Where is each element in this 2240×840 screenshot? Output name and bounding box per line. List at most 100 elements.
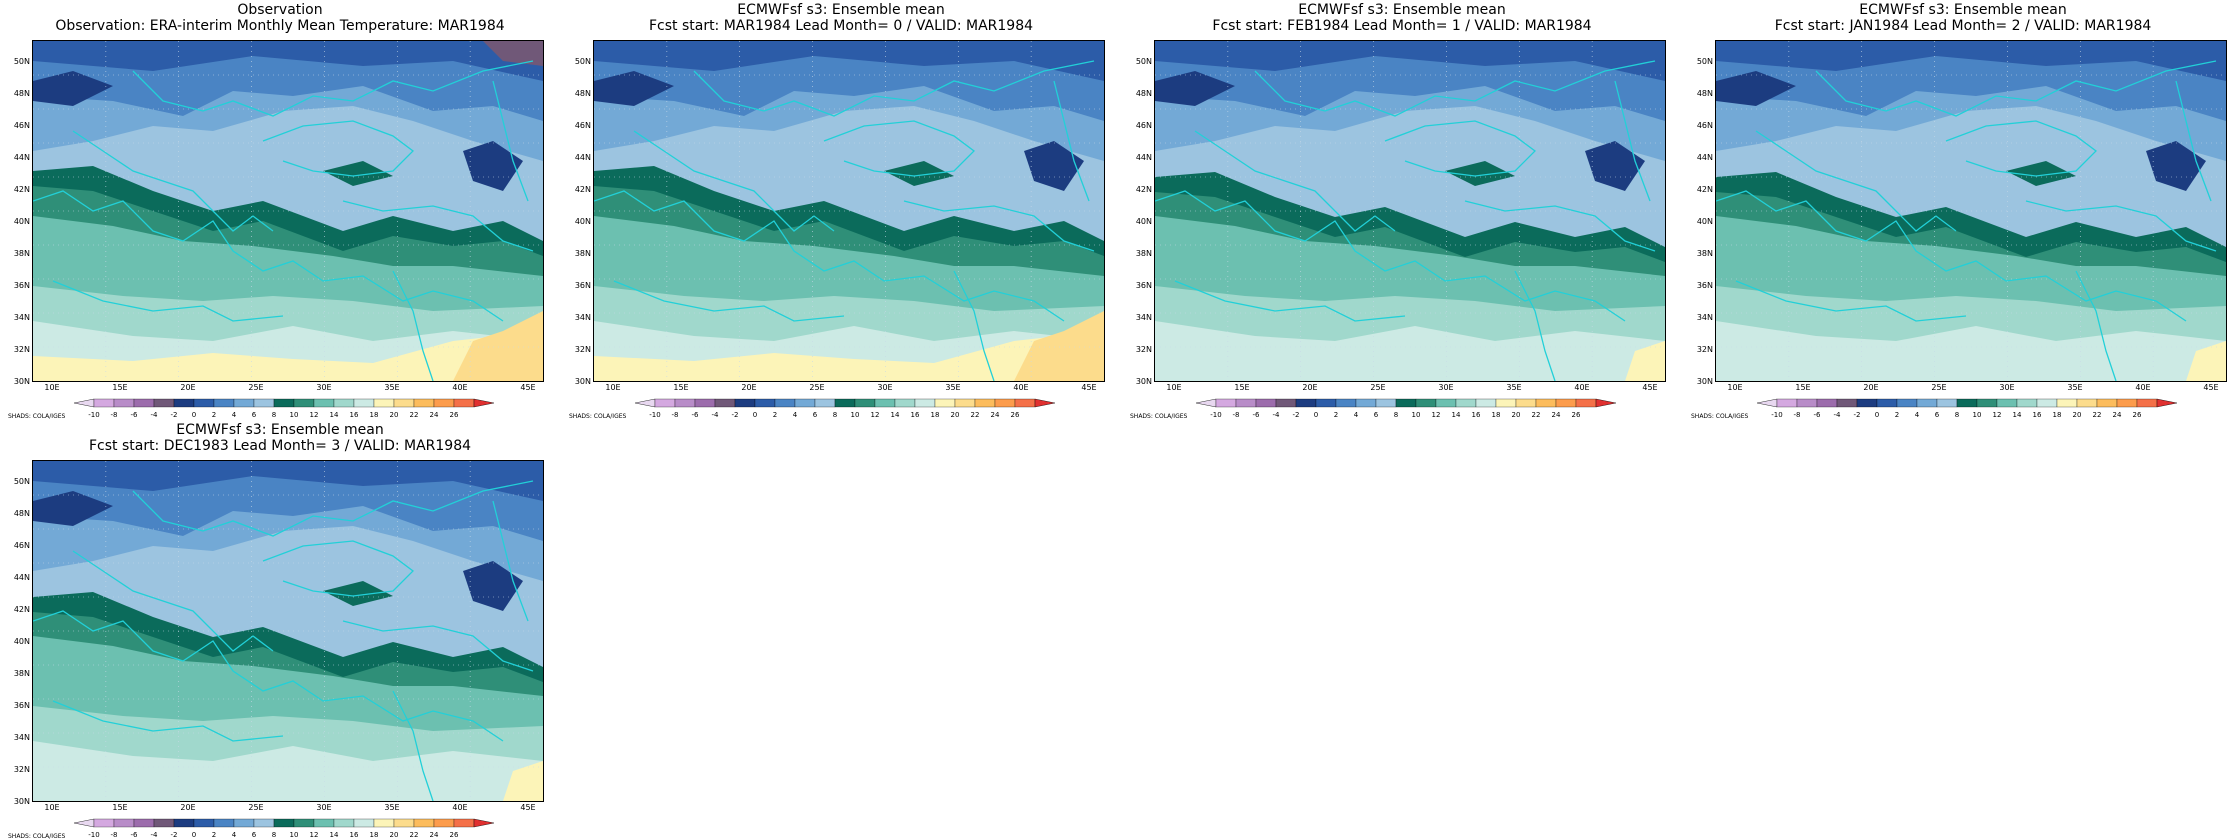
colorbar-tick-label: 8 — [833, 411, 837, 419]
colorbar-segment — [754, 398, 776, 408]
lat-tick-label: 50N — [13, 477, 30, 486]
colorbar-tick-label: 18 — [370, 411, 379, 419]
lon-tick-label: 25E — [248, 383, 264, 392]
colorbar-segment — [894, 398, 916, 408]
lat-tick-label: 32N — [1696, 345, 1713, 354]
contour-fill-band — [33, 331, 543, 381]
colorbar-segment — [1515, 398, 1537, 408]
colorbar-tick-label: -10 — [88, 831, 99, 839]
lon-tick-label: 40E — [1574, 383, 1590, 392]
colorbar-segment — [2036, 398, 2058, 408]
colorbar-segment — [1956, 398, 1978, 408]
colorbar-tick-label: 16 — [350, 831, 359, 839]
colorbar-segment — [93, 818, 115, 828]
colorbar-segment — [1796, 398, 1818, 408]
colorbar-segment — [173, 398, 195, 408]
lon-tick-label: 25E — [809, 383, 825, 392]
lat-tick-label: 34N — [1696, 313, 1713, 322]
lat-tick-label: 34N — [13, 733, 30, 742]
colorbar-tick-label: 2 — [1895, 411, 1899, 419]
colorbar-tick-label: 4 — [1354, 411, 1359, 419]
colorbar-tick-label: -2 — [171, 411, 178, 419]
colorbar-arrow-left — [73, 398, 95, 408]
colorbar-segment — [834, 398, 856, 408]
temperature-map — [1155, 41, 1665, 381]
lat-tick-label: 42N — [1135, 185, 1152, 194]
panel-title-line1: ECMWFsf s3: Ensemble mean — [737, 2, 945, 18]
lat-tick-label: 32N — [13, 345, 30, 354]
colorbar-tick-label: 14 — [1452, 411, 1461, 419]
map-area — [32, 460, 544, 802]
panel-title-line2: Fcst start: FEB1984 Lead Month= 1 / VALI… — [1212, 18, 1592, 34]
colorbar-tick-label: -4 — [151, 831, 159, 839]
colorbar-segment — [273, 818, 295, 828]
colorbar-segment — [1395, 398, 1417, 408]
colorbar-tick-label: 12 — [310, 831, 319, 839]
contour-fill-warm — [1014, 311, 1104, 381]
colorbar-tick-label: -6 — [1814, 411, 1822, 419]
coastline — [1514, 270, 1556, 381]
colorbar-tick-label: 8 — [1955, 411, 1959, 419]
lat-tick-label: 42N — [574, 185, 591, 194]
coastline — [953, 270, 995, 381]
coastline — [1716, 190, 2187, 322]
colorbar-tick-label: 4 — [793, 411, 798, 419]
colorbar-segment — [413, 818, 435, 828]
lat-tick-label: 38N — [574, 249, 591, 258]
colorbar-segment — [1235, 398, 1257, 408]
colorbar-segment — [774, 398, 796, 408]
lat-tick-label: 50N — [1696, 57, 1713, 66]
colorbar-tick-label: 22 — [2093, 411, 2102, 419]
colorbar-tick-label: 10 — [290, 831, 299, 839]
coastline — [1614, 80, 1651, 202]
colorbar-segment — [193, 398, 215, 408]
colorbar-segment — [433, 818, 455, 828]
coastline — [613, 280, 845, 322]
colorbar-segment — [1455, 398, 1477, 408]
lat-tick-label: 44N — [13, 153, 30, 162]
colorbar-segment — [814, 398, 836, 408]
colorbar-tick-label: 18 — [2053, 411, 2062, 419]
colorbar-tick-label: 22 — [1532, 411, 1541, 419]
map-area — [32, 40, 544, 382]
colorbar-tick-label: 0 — [1875, 411, 1879, 419]
temperature-map — [594, 41, 1104, 381]
coastline — [1384, 120, 1536, 177]
lat-tick-label: 30N — [574, 377, 591, 386]
coastline — [72, 130, 274, 232]
lat-tick-label: 30N — [13, 377, 30, 386]
colorbar-segment — [353, 818, 375, 828]
colorbar-tick-label: 8 — [272, 411, 276, 419]
colorbar-segment — [373, 398, 395, 408]
colorbar-tick-label: -8 — [1794, 411, 1801, 419]
colorbar-segment — [1255, 398, 1277, 408]
colorbar-segment — [854, 398, 876, 408]
coastline — [1735, 280, 1967, 322]
colorbar-segment — [153, 818, 175, 828]
colorbar-tick-label: 26 — [450, 831, 459, 839]
lon-tick-label: 20E — [1863, 383, 1879, 392]
colorbar-tick-label: 16 — [911, 411, 920, 419]
lat-tick-label: 50N — [1135, 57, 1152, 66]
lon-tick-label: 20E — [741, 383, 757, 392]
coastline — [1755, 130, 1957, 232]
colorbar-segment — [734, 398, 756, 408]
panel-title: ECMWFsf s3: Ensemble mean Fcst start: JAN… — [1689, 2, 2237, 34]
colorbar-tick-label: 24 — [1552, 411, 1561, 419]
lat-tick-label: 40N — [1696, 217, 1713, 226]
colorbar-tick-label: 10 — [1412, 411, 1421, 419]
colorbar-segment — [1415, 398, 1437, 408]
colorbar-tick-label: -4 — [1834, 411, 1842, 419]
colorbar-segment — [2096, 398, 2118, 408]
colorbar-tick-label: -4 — [151, 411, 159, 419]
colorbar-tick-label: -8 — [111, 831, 118, 839]
lat-tick-label: 40N — [574, 217, 591, 226]
colorbar-segment — [333, 398, 355, 408]
colorbar-tick-label: 8 — [272, 831, 276, 839]
lat-tick-label: 46N — [574, 121, 591, 130]
colorbar-segment — [133, 818, 155, 828]
lon-tick-label: 35E — [2067, 383, 2083, 392]
lat-tick-label: 30N — [1696, 377, 1713, 386]
lon-tick-label: 40E — [2135, 383, 2151, 392]
lon-tick-label: 40E — [452, 803, 468, 812]
